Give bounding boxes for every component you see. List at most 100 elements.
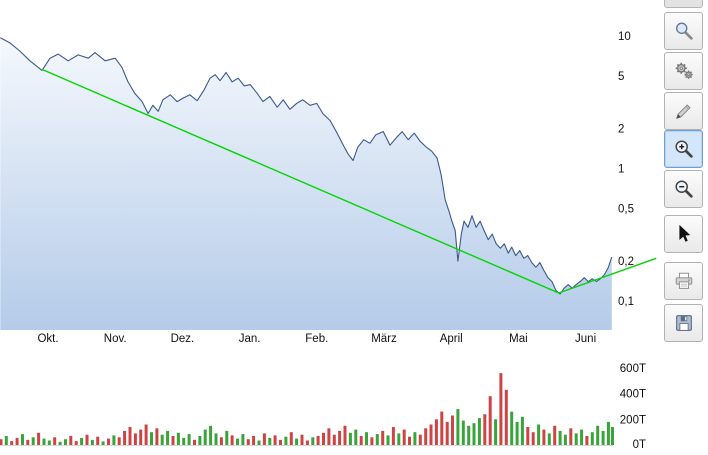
volume-bar <box>90 439 94 445</box>
volume-bar <box>219 437 223 445</box>
volume-bar <box>128 427 132 445</box>
volume-bar <box>252 436 256 445</box>
volume-bar <box>558 430 562 445</box>
volume-bar <box>187 434 191 445</box>
volume-bar <box>494 419 498 445</box>
volume-bar <box>133 433 137 445</box>
volume-panel[interactable] <box>0 373 614 446</box>
zoom-out-icon <box>674 180 693 198</box>
chart-canvas[interactable]: 10 5 2 1 0,5 0,2 0,1 Okt. Nov. Dez. Jan. Feb. März Ap… <box>0 0 660 455</box>
gears-icon <box>675 62 693 79</box>
chart-toolbar <box>660 0 708 455</box>
volume-bar <box>257 440 261 445</box>
volume-bar <box>413 432 417 445</box>
volume-bar <box>391 427 395 445</box>
volume-bar <box>537 424 541 445</box>
volume-bar <box>418 434 422 445</box>
volume-bar <box>580 429 584 445</box>
volume-bar <box>4 436 8 445</box>
volume-bar <box>547 433 551 445</box>
price-panel[interactable] <box>0 37 657 331</box>
volume-axis-label: 0T <box>633 439 646 451</box>
volume-bar <box>166 430 170 445</box>
zoom-out-button[interactable] <box>664 170 703 208</box>
volume-bar <box>520 416 524 445</box>
volume-bar <box>348 432 352 445</box>
volume-bar <box>123 430 127 445</box>
volume-bar <box>381 430 385 445</box>
volume-bar <box>311 437 315 445</box>
volume-bar <box>375 434 379 445</box>
trend-line <box>558 257 657 294</box>
volume-bar <box>563 434 567 445</box>
zoom-in-button[interactable] <box>664 130 703 168</box>
volume-bar <box>262 433 266 445</box>
price-axis-label: 0,2 <box>618 256 634 268</box>
volume-bar <box>26 439 30 445</box>
volume-bar <box>596 425 600 446</box>
volume-bar <box>107 438 110 445</box>
x-axis-label: Mai <box>509 333 528 345</box>
volume-bar <box>338 430 342 445</box>
zoom-in-icon <box>674 140 693 158</box>
volume-bar <box>10 441 14 445</box>
zoom-selection-button[interactable] <box>664 12 703 50</box>
volume-bar <box>359 436 363 445</box>
volume-bar <box>155 428 159 445</box>
volume-bar <box>343 425 347 446</box>
volume-bar <box>53 437 57 445</box>
x-axis-label: Feb. <box>305 333 328 345</box>
volume-bar <box>176 432 180 445</box>
volume-bar <box>58 441 62 445</box>
volume-bar <box>569 428 573 445</box>
volume-bar <box>203 429 207 445</box>
axis-labels: 10 5 2 1 0,5 0,2 0,1 Okt. Nov. Dez. Jan. Feb. März Ap… <box>37 31 646 451</box>
volume-bar <box>574 433 578 445</box>
toolbar-button-partial[interactable] <box>664 0 703 8</box>
volume-bar <box>101 441 105 445</box>
save-icon <box>675 315 692 331</box>
volume-bar <box>15 437 19 445</box>
volume-bar <box>354 429 358 445</box>
volume-bar <box>477 418 481 445</box>
volume-bar <box>499 373 503 445</box>
x-axis-label: Dez. <box>171 333 195 345</box>
volume-bar <box>117 437 121 445</box>
volume-bar <box>402 429 406 445</box>
volume-bar <box>31 437 35 445</box>
volume-bar <box>160 434 164 445</box>
volume-bar <box>440 411 444 445</box>
volume-bar <box>198 436 202 445</box>
print-button[interactable] <box>664 262 703 300</box>
volume-bar <box>601 430 605 445</box>
volume-bar <box>47 440 51 445</box>
x-axis-label: April <box>440 333 463 345</box>
price-axis-label: 2 <box>618 124 624 136</box>
volume-bar <box>488 396 492 445</box>
price-axis-label: 5 <box>618 71 624 83</box>
printer-icon <box>675 272 692 289</box>
volume-bar <box>445 421 449 445</box>
volume-bar <box>365 432 368 445</box>
volume-bar <box>241 434 245 445</box>
volume-bar <box>424 428 428 445</box>
volume-bar <box>284 436 288 445</box>
volume-bar <box>214 433 218 445</box>
volume-bar <box>0 439 3 445</box>
volume-bar <box>611 427 614 445</box>
price-axis-label: 0,1 <box>618 296 634 308</box>
volume-bar <box>606 421 610 445</box>
cursor-button[interactable] <box>664 215 703 253</box>
volume-bar <box>289 432 293 445</box>
volume-bar <box>434 419 438 445</box>
price-axis-label: 1 <box>618 164 624 176</box>
price-axis-label: 0,5 <box>618 203 634 215</box>
draw-button[interactable] <box>664 92 703 130</box>
volume-bar <box>112 435 116 445</box>
save-button[interactable] <box>664 304 703 342</box>
volume-bar <box>472 423 476 445</box>
settings-button[interactable] <box>664 52 703 90</box>
price-axis-label: 10 <box>618 31 631 43</box>
x-axis-label: Okt. <box>37 333 58 345</box>
